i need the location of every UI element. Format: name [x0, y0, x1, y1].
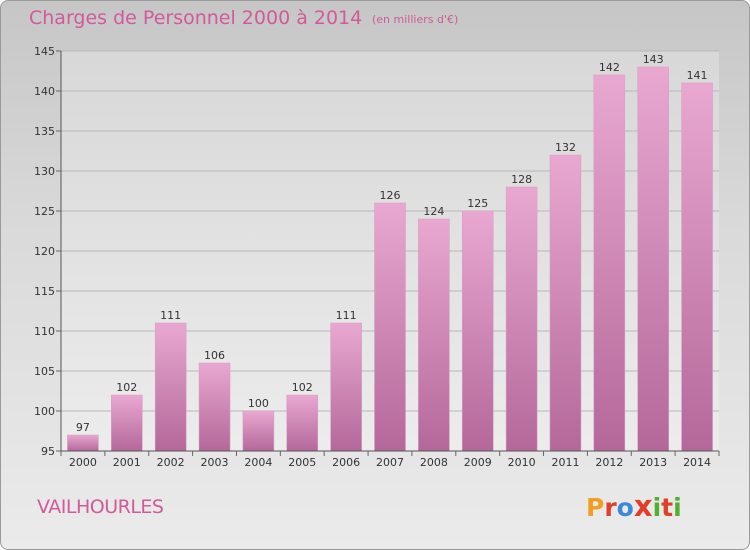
data-label-2008: 124: [423, 205, 444, 218]
y-axis-ticks: 95 100 105 110 115 120 125 130 135 140 145: [34, 45, 61, 458]
x-tick-label-2011: 2011: [551, 456, 579, 469]
x-tick-label-2006: 2006: [332, 456, 360, 469]
y-tick-label: 130: [34, 165, 55, 178]
x-tick-label-2012: 2012: [595, 456, 623, 469]
x-tick-label-2004: 2004: [244, 456, 272, 469]
data-label-2011: 132: [555, 141, 576, 154]
x-tick-label-2013: 2013: [639, 456, 667, 469]
x-tick-label-2007: 2007: [376, 456, 404, 469]
bar-2000: [67, 434, 99, 452]
logo-letter: i: [673, 493, 682, 522]
x-tick-label-2000: 2000: [69, 456, 97, 469]
x-tick-label-2002: 2002: [157, 456, 185, 469]
x-tick-label-2001: 2001: [113, 456, 141, 469]
bar-2001: [111, 394, 143, 452]
data-label-2002: 111: [160, 309, 181, 322]
logo-letter: P: [586, 493, 605, 522]
bar-2002: [154, 322, 187, 452]
x-tick-label-2009: 2009: [464, 456, 492, 469]
data-label-2012: 142: [599, 61, 620, 74]
data-label-2003: 106: [204, 349, 225, 362]
x-tick-label-2010: 2010: [508, 456, 536, 469]
logo-letter: i: [652, 493, 662, 522]
data-label-2010: 128: [511, 173, 532, 186]
bar-2011: [549, 154, 582, 452]
y-tick-label: 125: [34, 205, 55, 218]
chart-subtitle: (en milliers d'€): [372, 13, 459, 26]
y-tick-label: 135: [34, 125, 55, 138]
data-label-2014: 141: [687, 69, 708, 82]
bars: [67, 66, 713, 452]
logo-letter: x: [633, 489, 653, 523]
logo-letter: r: [604, 493, 617, 522]
y-tick-label: 95: [41, 445, 55, 458]
data-labels: 97 102 111 106 100 102 111 126 124 125 128 132 142 14…: [76, 53, 708, 434]
y-tick-label: 145: [34, 45, 55, 58]
commune-name: VAILHOURLES: [37, 496, 164, 518]
x-tick-label-2003: 2003: [201, 456, 229, 469]
data-label-2009: 125: [467, 197, 488, 210]
data-label-2005: 102: [292, 381, 313, 394]
bar-2010: [505, 186, 538, 452]
data-label-2007: 126: [380, 189, 401, 202]
data-label-2006: 111: [336, 309, 357, 322]
x-tick-label-2005: 2005: [288, 456, 316, 469]
x-axis-ticks: 2000 2001 2002 2003 2004 2005 2006 2007 2008 2009…: [60, 451, 720, 469]
y-tick-label: 110: [34, 325, 55, 338]
bar-2008: [418, 218, 450, 452]
data-label-2001: 102: [116, 381, 137, 394]
data-label-2013: 143: [643, 53, 664, 66]
bar-2014: [681, 82, 713, 452]
data-label-2000: 97: [76, 421, 90, 434]
y-tick-label: 100: [34, 405, 55, 418]
y-tick-label: 105: [34, 365, 55, 378]
bar-2012: [593, 74, 626, 452]
bar-2013: [637, 66, 669, 452]
chart-title: Charges de Personnel 2000 à 2014: [29, 7, 363, 29]
bar-2005: [286, 394, 319, 452]
x-tick-label-2008: 2008: [420, 456, 448, 469]
y-tick-label: 140: [34, 85, 55, 98]
logo-letter: o: [616, 493, 634, 522]
y-tick-label: 115: [34, 285, 55, 298]
logo-letter: t: [661, 493, 674, 522]
proxiti-logo[interactable]: Proxiti: [586, 489, 682, 523]
bar-2009: [461, 210, 494, 452]
bar-2004: [242, 410, 275, 452]
data-label-2004: 100: [248, 397, 269, 410]
y-tick-label: 120: [34, 245, 55, 258]
x-tick-label-2014: 2014: [683, 456, 711, 469]
bar-2006: [330, 322, 362, 452]
bar-2003: [198, 362, 231, 452]
bar-2007: [374, 202, 406, 452]
